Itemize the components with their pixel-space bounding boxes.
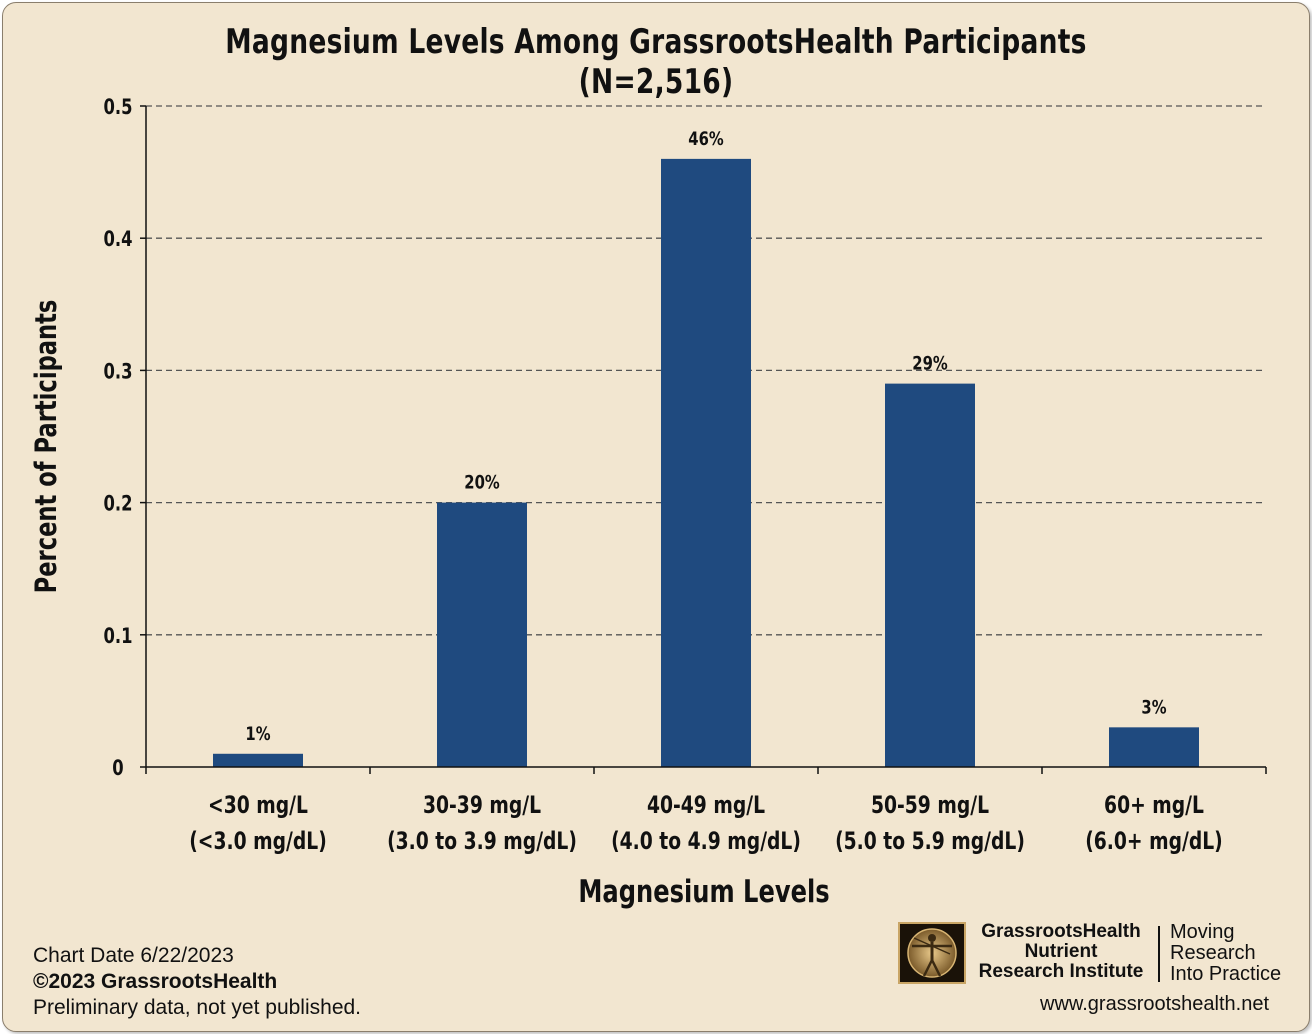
- org-name-line2: Nutrient: [1024, 941, 1098, 962]
- y-axis-title: Percent of Participants: [30, 300, 63, 594]
- x-tick-label: (<3.0 mg/dL): [189, 828, 327, 856]
- x-tick-label: 60+ mg/L: [1104, 792, 1204, 820]
- x-tick-label: (3.0 to 3.9 mg/dL): [387, 828, 577, 856]
- x-tick-label: 50-59 mg/L: [871, 792, 989, 820]
- y-tick-label: 0.5: [103, 96, 132, 119]
- y-tick-label: 0: [112, 757, 123, 780]
- axes: [140, 105, 1267, 774]
- chart-title: Magnesium Levels Among GrassrootsHealth …: [225, 22, 1087, 102]
- data-label: 29%: [912, 353, 947, 375]
- org-name-line1: GrassrootsHealth: [981, 921, 1141, 942]
- x-tick-label: 40-49 mg/L: [647, 792, 765, 820]
- bars: [213, 158, 1199, 767]
- data-label: 3%: [1141, 697, 1166, 719]
- tagline: Moving Research Into Practice: [1170, 922, 1281, 985]
- x-tick-label: (5.0 to 5.9 mg/dL): [835, 828, 1025, 856]
- x-tick-label: 30-39 mg/L: [423, 792, 541, 820]
- y-tick-label: 0.2: [103, 493, 132, 516]
- tagline-line2: Research: [1170, 942, 1256, 964]
- org-name-line3: Research Institute: [978, 961, 1144, 982]
- data-label: 1%: [245, 723, 270, 745]
- bar: [1109, 727, 1199, 767]
- copyright: ©2023 GrassrootsHealth: [33, 970, 278, 993]
- preliminary-note: Preliminary data, not yet published.: [33, 996, 362, 1019]
- website-link[interactable]: www.grassrootshealth.net: [1040, 993, 1270, 1015]
- data-label: 20%: [464, 472, 499, 494]
- tagline-line1: Moving: [1170, 921, 1235, 943]
- labels: 0 0.1 0.2 0.3 0.4 0.5 1% <30 mg/L (<3.0 mg/dL) 20…: [30, 96, 1222, 910]
- tagline-line3: Into Practice: [1170, 963, 1282, 985]
- y-tick-label: 0.3: [103, 361, 132, 384]
- chart-date: Chart Date 6/22/2023: [33, 944, 234, 967]
- bar: [213, 753, 303, 767]
- x-tick-label: (6.0+ mg/dL): [1085, 828, 1223, 856]
- x-axis-title: Magnesium Levels: [578, 873, 829, 910]
- data-label: 46%: [688, 128, 723, 150]
- x-tick-label: (4.0 to 4.9 mg/dL): [611, 828, 801, 856]
- org-name: GrassrootsHealth Nutrient Research Insti…: [972, 922, 1150, 982]
- bar: [437, 502, 527, 767]
- bar: [661, 158, 751, 767]
- brand-divider: [1158, 926, 1160, 982]
- footer-info: Chart Date 6/22/2023 ©2023 GrassrootsHea…: [33, 943, 361, 1021]
- x-tick-label: <30 mg/L: [208, 792, 308, 820]
- y-tick-label: 0.4: [103, 228, 132, 251]
- vitruvian-man-icon: [898, 922, 966, 984]
- y-tick-label: 0.1: [103, 625, 132, 648]
- bar: [885, 383, 975, 767]
